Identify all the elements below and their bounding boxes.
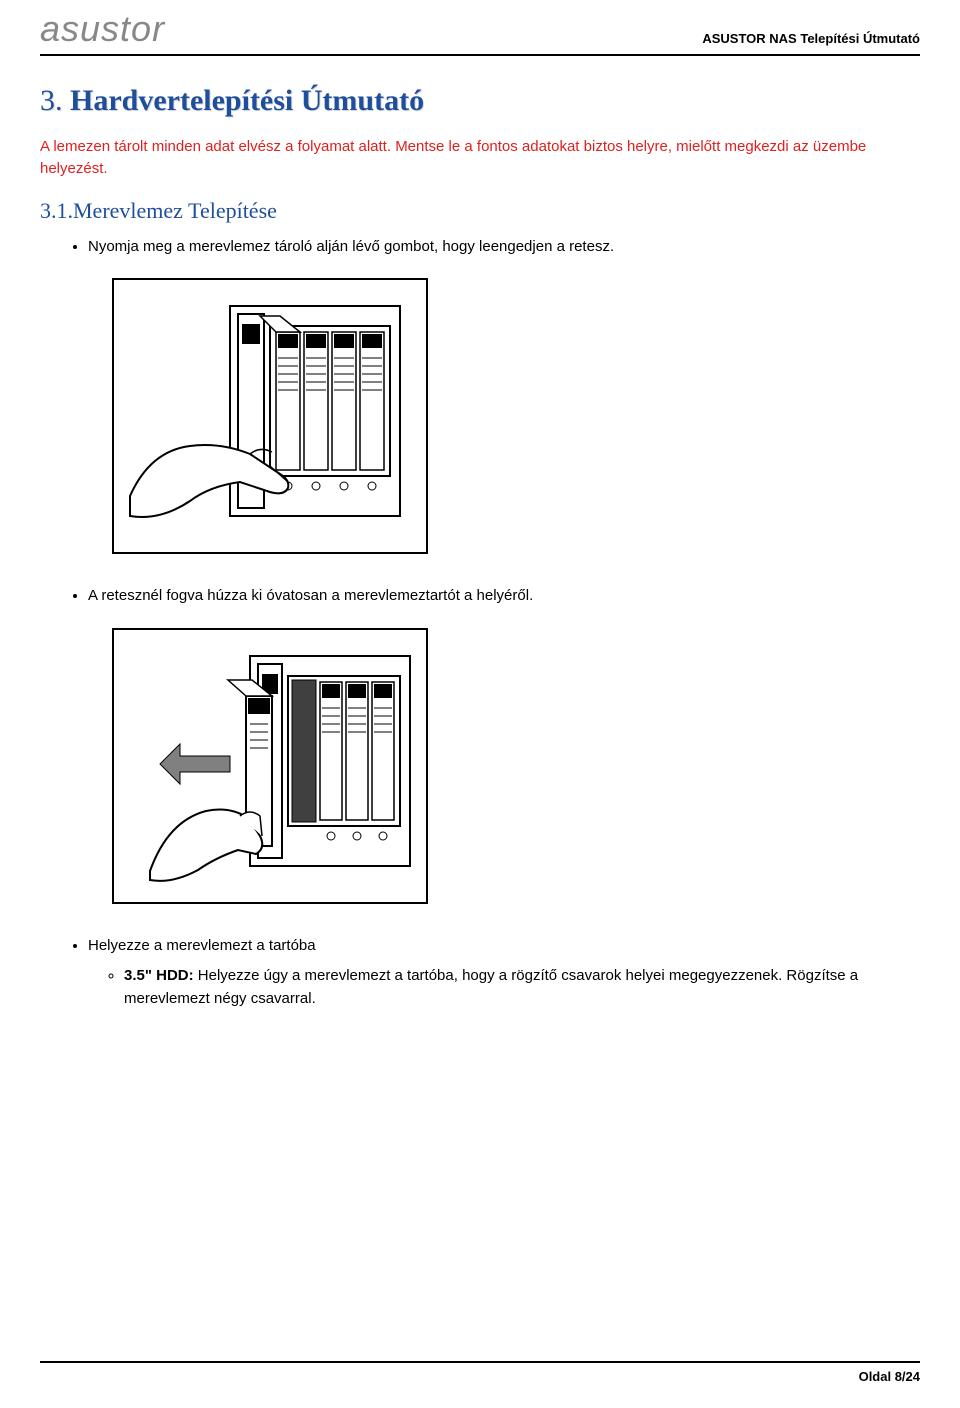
substep-list: 3.5" HDD: Helyezze úgy a merevlemezt a t…: [88, 965, 920, 1010]
step-list: A retesznél fogva húzza ki óvatosan a me…: [40, 585, 920, 608]
step-list: Nyomja meg a merevlemez tároló alján lév…: [40, 236, 920, 259]
step-item: Nyomja meg a merevlemez tároló alján lév…: [88, 236, 920, 259]
step-item: Helyezze a merevlemezt a tartóba 3.5" HD…: [88, 935, 920, 1011]
section-number: 3.: [40, 84, 63, 117]
brand-logo: asustor: [40, 8, 165, 50]
hdd-size-label: 3.5" HDD:: [124, 967, 194, 984]
subsection-number: 3.1.: [40, 198, 73, 223]
substep-text: Helyezze úgy a merevlemezt a tartóba, ho…: [124, 967, 858, 1007]
subsection-title-text: Merevlemez Telepítése: [73, 198, 277, 223]
warning-text: A lemezen tárolt minden adat elvész a fo…: [40, 136, 920, 180]
step-item: A retesznél fogva húzza ki óvatosan a me…: [88, 585, 920, 608]
subsection-title: 3.1.Merevlemez Telepítése: [40, 198, 920, 224]
step-list: Helyezze a merevlemezt a tartóba 3.5" HD…: [40, 935, 920, 1011]
illustration-pull-tray: [112, 628, 428, 904]
step-text: Helyezze a merevlemezt a tartóba: [88, 937, 316, 954]
section-title: 3. Hardvertelepítési Útmutató: [40, 84, 920, 118]
illustration-press-button: [112, 278, 428, 554]
substep-item: 3.5" HDD: Helyezze úgy a merevlemezt a t…: [124, 965, 920, 1010]
section-title-text: Hardvertelepítési Útmutató: [70, 84, 424, 117]
page-header: asustor ASUSTOR NAS Telepítési Útmutató: [40, 0, 920, 56]
page-footer: Oldal 8/24: [40, 1361, 920, 1384]
header-doc-title: ASUSTOR NAS Telepítési Útmutató: [702, 31, 920, 50]
page-number: Oldal 8/24: [859, 1369, 920, 1384]
